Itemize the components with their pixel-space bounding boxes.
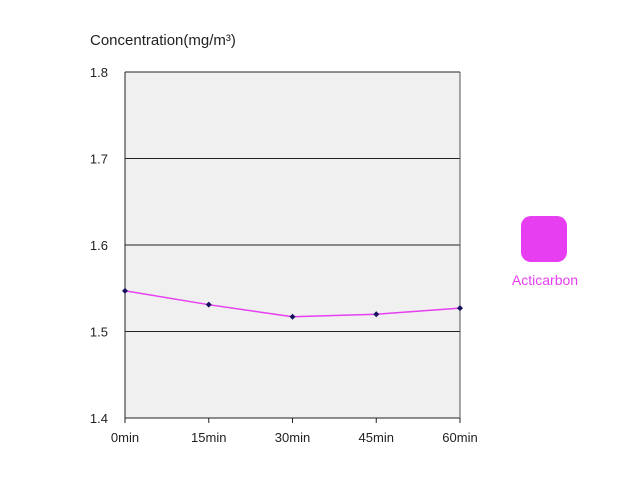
legend-swatch-acticarbon: [521, 216, 567, 262]
x-tick-label: 60min: [442, 430, 477, 445]
data-point: [457, 305, 463, 312]
data-point: [289, 313, 296, 320]
data-point: [122, 287, 128, 294]
y-tick-label: 1.4: [90, 411, 108, 426]
y-tick-label: 1.7: [90, 152, 108, 167]
x-tick-label: 45min: [359, 430, 394, 445]
y-tick-label: 1.8: [90, 65, 108, 80]
y-axis-title: Concentration(mg/m³): [90, 32, 236, 49]
y-tick-label: 1.5: [90, 325, 108, 340]
x-tick-label: 30min: [275, 430, 310, 445]
x-tick-label: 0min: [111, 430, 139, 445]
legend-label-acticarbon: Acticarbon: [511, 272, 579, 288]
y-tick-label: 1.6: [90, 238, 108, 253]
x-tick-label: 15min: [191, 430, 226, 445]
data-point: [373, 311, 380, 318]
data-point: [205, 301, 212, 308]
